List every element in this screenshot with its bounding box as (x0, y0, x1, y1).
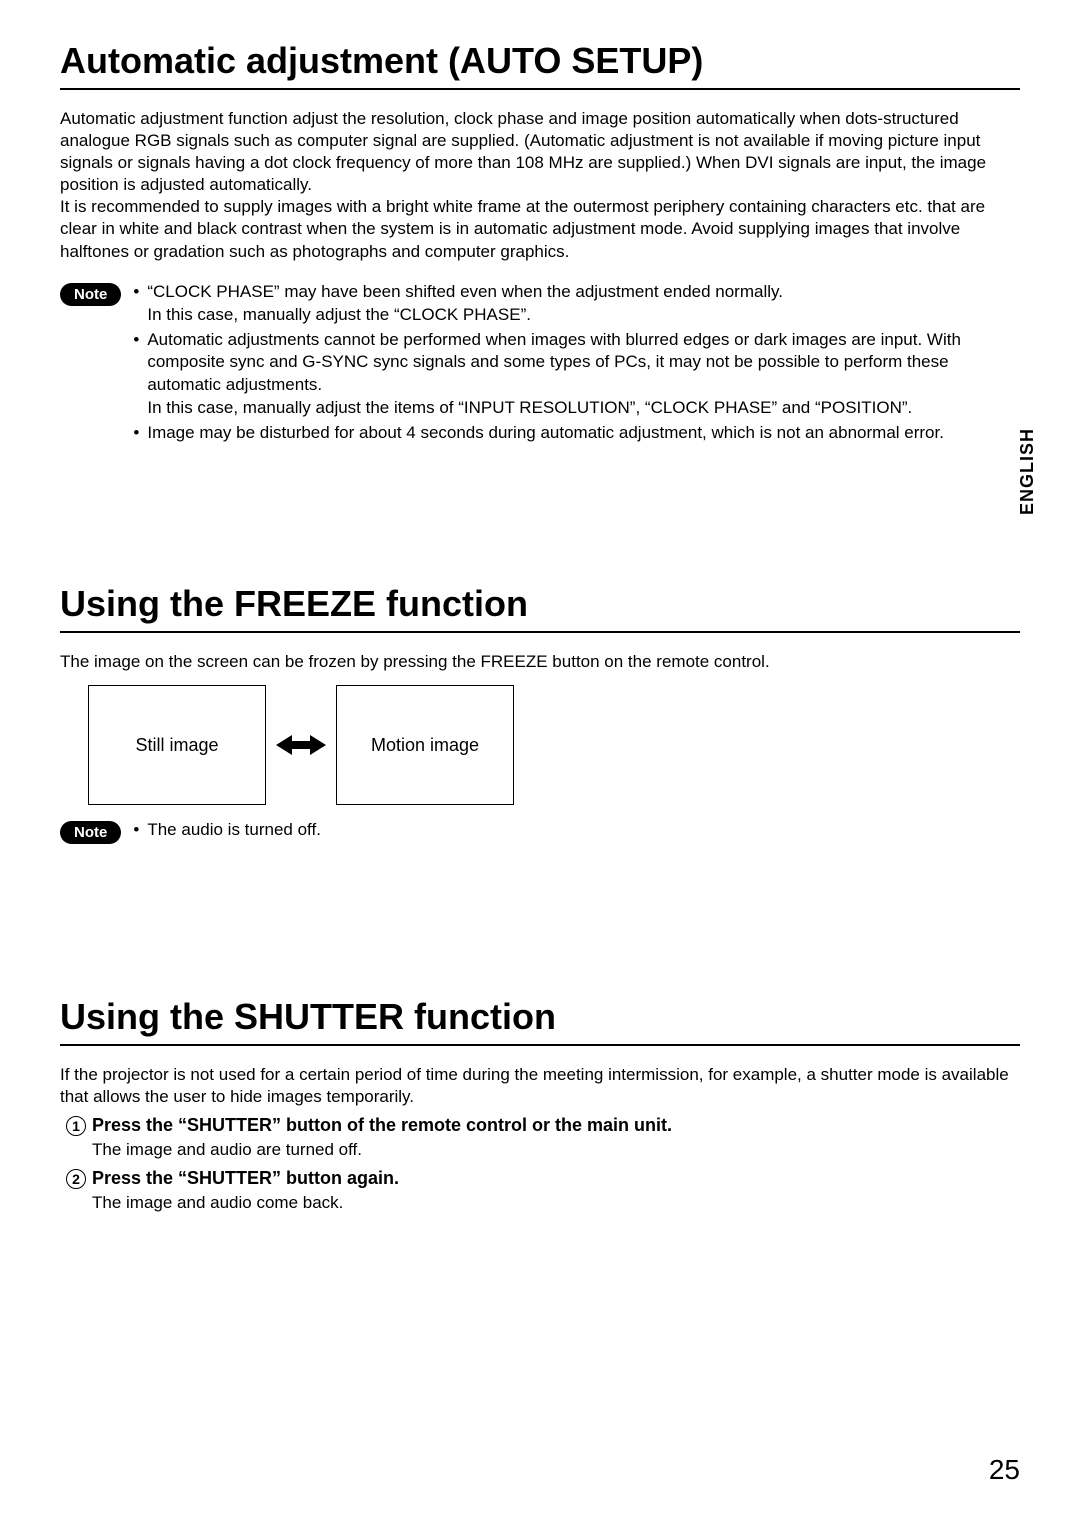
double-arrow-icon (266, 735, 336, 755)
note-item: • “CLOCK PHASE” may have been shifted ev… (133, 281, 1020, 327)
step-body: The image and audio come back. (92, 1193, 1020, 1213)
rule (60, 88, 1020, 90)
heading-auto-setup: Automatic adjustment (AUTO SETUP) (60, 40, 1020, 82)
step-number-icon: 1 (66, 1116, 86, 1136)
step-2: 2 Press the “SHUTTER” button again. (66, 1168, 1020, 1189)
note-item-text: Image may be disturbed for about 4 secon… (147, 422, 1020, 445)
section-freeze: Using the FREEZE function The image on t… (60, 583, 1020, 844)
note-item-text: The audio is turned off. (147, 819, 1020, 842)
note-item: • The audio is turned off. (133, 819, 1020, 842)
step-title: Press the “SHUTTER” button of the remote… (92, 1115, 672, 1136)
document-page: ENGLISH Automatic adjustment (AUTO SETUP… (0, 0, 1080, 1526)
page-number: 25 (989, 1454, 1020, 1486)
shutter-intro: If the projector is not used for a certa… (60, 1064, 1020, 1108)
bullet-icon: • (133, 422, 147, 445)
note-content: • The audio is turned off. (133, 819, 1020, 844)
note-item-text: Automatic adjustments cannot be performe… (147, 329, 1020, 421)
freeze-intro: The image on the screen can be frozen by… (60, 651, 1020, 673)
language-tab: ENGLISH (1017, 428, 1038, 515)
step-1: 1 Press the “SHUTTER” button of the remo… (66, 1115, 1020, 1136)
freeze-note: Note • The audio is turned off. (60, 819, 1020, 844)
step-title: Press the “SHUTTER” button again. (92, 1168, 399, 1189)
rule (60, 1044, 1020, 1046)
freeze-diagram: Still image Motion image (88, 685, 1020, 805)
note-label: Note (60, 283, 121, 306)
auto-setup-note: Note • “CLOCK PHASE” may have been shift… (60, 281, 1020, 448)
note-label: Note (60, 821, 121, 844)
note-item: • Automatic adjustments cannot be perfor… (133, 329, 1020, 421)
note-item: • Image may be disturbed for about 4 sec… (133, 422, 1020, 445)
note-item-text: “CLOCK PHASE” may have been shifted even… (147, 281, 1020, 327)
bullet-icon: • (133, 819, 147, 842)
note-content: • “CLOCK PHASE” may have been shifted ev… (133, 281, 1020, 448)
bullet-icon: • (133, 281, 147, 327)
bullet-icon: • (133, 329, 147, 421)
still-image-box: Still image (88, 685, 266, 805)
heading-freeze: Using the FREEZE function (60, 583, 1020, 625)
auto-setup-para1: Automatic adjustment function adjust the… (60, 108, 1020, 196)
section-shutter: Using the SHUTTER function If the projec… (60, 996, 1020, 1212)
heading-shutter: Using the SHUTTER function (60, 996, 1020, 1038)
step-number-icon: 2 (66, 1169, 86, 1189)
rule (60, 631, 1020, 633)
motion-image-box: Motion image (336, 685, 514, 805)
step-body: The image and audio are turned off. (92, 1140, 1020, 1160)
auto-setup-para2: It is recommended to supply images with … (60, 196, 1020, 262)
section-auto-setup: Automatic adjustment (AUTO SETUP) Automa… (60, 40, 1020, 447)
